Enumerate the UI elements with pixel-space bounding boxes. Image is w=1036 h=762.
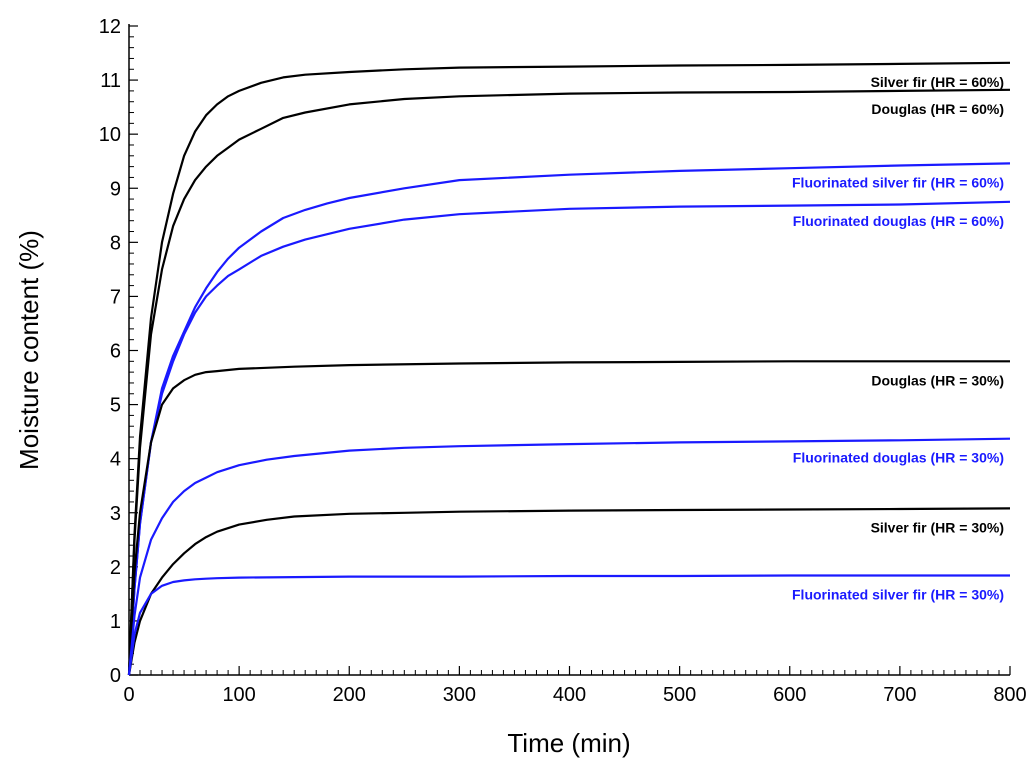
series-line: [127, 360, 1010, 676]
series-labels: Silver fir (HR = 60%) Douglas (HR = 60%) F…: [792, 74, 1004, 603]
series-label: Silver fir (HR = 30%): [871, 519, 1004, 535]
y-tick-label: 4: [110, 449, 121, 471]
series-line: [127, 507, 1011, 676]
series-label: Fluorinated douglas (HR = 60%): [793, 213, 1004, 229]
x-axis-title: Time (min): [507, 728, 630, 758]
x-tick-label: 100: [222, 684, 255, 706]
series-label: Douglas (HR = 60%): [871, 101, 1004, 117]
series-label: Silver fir (HR = 60%): [871, 74, 1004, 90]
x-tick-label: 400: [553, 684, 586, 706]
x-tick-label: 500: [663, 684, 696, 706]
y-tick-label: 10: [99, 124, 121, 146]
y-tick-label: 5: [110, 395, 121, 417]
series-label: Douglas (HR = 30%): [871, 372, 1004, 388]
series-label: Fluorinated douglas (HR = 30%): [793, 450, 1004, 466]
series-line: [127, 200, 1011, 676]
series-label: Fluorinated silver fir (HR = 60%): [792, 174, 1004, 190]
x-tick-label: 600: [773, 684, 806, 706]
x-tick-label: 0: [123, 684, 134, 706]
y-tick-label: 6: [110, 341, 121, 363]
y-tick-label: 11: [100, 70, 121, 92]
series-lines: [127, 61, 1011, 676]
series-line: [127, 61, 1011, 676]
series-label: Fluorinated silver fir (HR = 30%): [792, 586, 1004, 602]
y-tick-label: 7: [110, 286, 121, 308]
series-line: [127, 437, 1011, 676]
y-tick-label: 1: [110, 611, 121, 633]
x-tick-label: 200: [333, 684, 366, 706]
x-tick-label: 800: [993, 684, 1026, 706]
y-tick-label: 8: [110, 232, 121, 254]
y-tick-label: 3: [110, 503, 121, 525]
x-tick-label: 700: [883, 684, 916, 706]
series-line: [127, 574, 1010, 676]
y-tick-label: 2: [110, 557, 121, 579]
y-tick-label: 12: [99, 16, 121, 38]
y-axis-title: Moisture content (%): [14, 230, 44, 470]
y-tick-label: 9: [110, 178, 121, 200]
series-line: [127, 88, 1011, 676]
x-tick-label: 300: [443, 684, 476, 706]
y-tick-label: 0: [110, 665, 121, 687]
